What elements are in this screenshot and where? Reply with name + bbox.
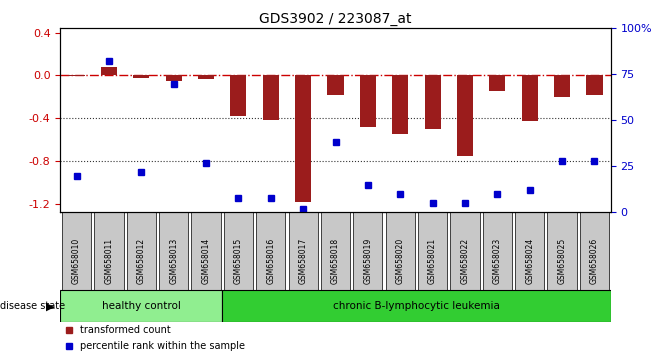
Text: GSM658010: GSM658010 xyxy=(72,238,81,284)
Bar xyxy=(230,75,246,116)
FancyBboxPatch shape xyxy=(482,212,512,290)
Bar xyxy=(68,75,85,76)
FancyBboxPatch shape xyxy=(548,212,576,290)
Bar xyxy=(101,67,117,75)
Bar xyxy=(521,75,537,121)
Text: transformed count: transformed count xyxy=(80,325,170,335)
Text: GSM658011: GSM658011 xyxy=(105,238,113,284)
Text: GSM658026: GSM658026 xyxy=(590,238,599,284)
Title: GDS3902 / 223087_at: GDS3902 / 223087_at xyxy=(259,12,412,26)
FancyBboxPatch shape xyxy=(515,212,544,290)
Text: disease state: disease state xyxy=(0,301,65,311)
Bar xyxy=(360,75,376,127)
FancyBboxPatch shape xyxy=(418,212,447,290)
FancyBboxPatch shape xyxy=(289,212,317,290)
Text: chronic B-lymphocytic leukemia: chronic B-lymphocytic leukemia xyxy=(333,301,500,311)
Bar xyxy=(586,75,603,95)
FancyBboxPatch shape xyxy=(386,212,415,290)
FancyBboxPatch shape xyxy=(60,290,222,322)
FancyBboxPatch shape xyxy=(159,212,189,290)
FancyBboxPatch shape xyxy=(191,212,221,290)
Bar xyxy=(554,75,570,97)
Bar xyxy=(166,75,182,81)
Text: GSM658019: GSM658019 xyxy=(364,238,372,284)
FancyBboxPatch shape xyxy=(224,212,253,290)
Text: ▶: ▶ xyxy=(46,301,54,311)
Text: healthy control: healthy control xyxy=(102,301,180,311)
FancyBboxPatch shape xyxy=(450,212,480,290)
Text: GSM658012: GSM658012 xyxy=(137,238,146,284)
Text: GSM658020: GSM658020 xyxy=(396,238,405,284)
Bar xyxy=(134,75,150,78)
Bar xyxy=(392,75,409,134)
FancyBboxPatch shape xyxy=(95,212,123,290)
FancyBboxPatch shape xyxy=(127,212,156,290)
Bar xyxy=(489,75,505,91)
Bar xyxy=(262,75,279,120)
FancyBboxPatch shape xyxy=(256,212,285,290)
Text: GSM658025: GSM658025 xyxy=(558,238,566,284)
Bar xyxy=(457,75,473,156)
Text: percentile rank within the sample: percentile rank within the sample xyxy=(80,341,245,351)
FancyBboxPatch shape xyxy=(321,212,350,290)
Bar xyxy=(295,75,311,202)
Text: GSM658016: GSM658016 xyxy=(266,238,275,284)
Bar xyxy=(198,75,214,79)
Text: GSM658015: GSM658015 xyxy=(234,238,243,284)
Text: GSM658022: GSM658022 xyxy=(460,238,470,284)
Bar xyxy=(425,75,441,129)
FancyBboxPatch shape xyxy=(222,290,611,322)
FancyBboxPatch shape xyxy=(354,212,382,290)
Text: GSM658024: GSM658024 xyxy=(525,238,534,284)
Text: GSM658014: GSM658014 xyxy=(201,238,211,284)
Text: GSM658013: GSM658013 xyxy=(169,238,178,284)
Bar xyxy=(327,75,344,95)
Text: GSM658023: GSM658023 xyxy=(493,238,502,284)
Text: GSM658021: GSM658021 xyxy=(428,238,437,284)
Text: GSM658017: GSM658017 xyxy=(299,238,307,284)
FancyBboxPatch shape xyxy=(62,212,91,290)
Text: GSM658018: GSM658018 xyxy=(331,238,340,284)
FancyBboxPatch shape xyxy=(580,212,609,290)
